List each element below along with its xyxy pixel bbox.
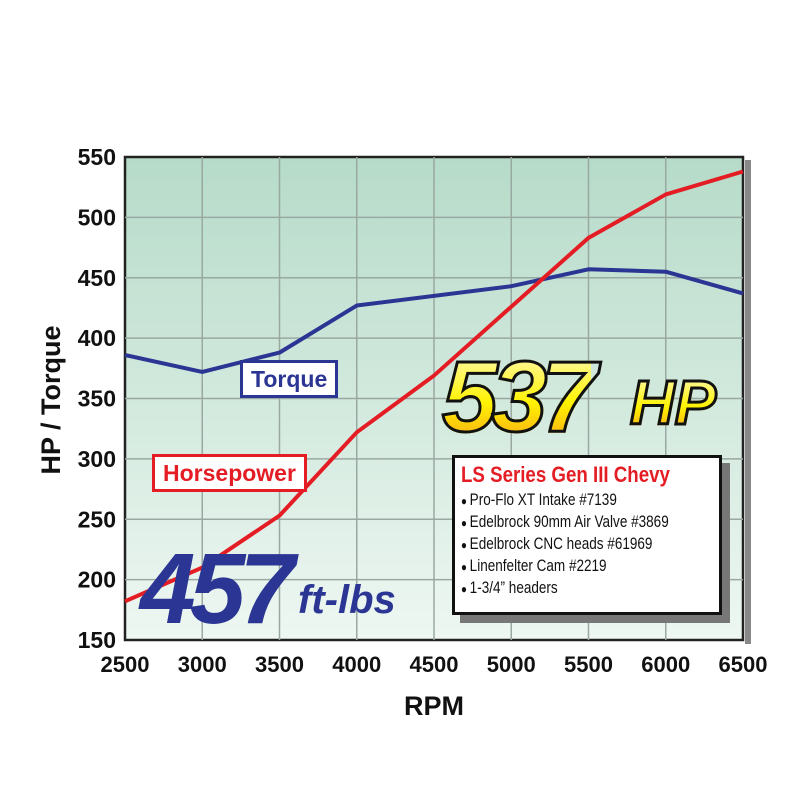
info-title: LS Series Gen III Chevy [461, 462, 670, 487]
x-tick-label: 5500 [564, 652, 613, 677]
y-tick-label: 300 [78, 446, 116, 472]
y-tick-label: 150 [78, 627, 116, 653]
peak-torque-unit: ft-lbs [298, 578, 396, 622]
plot-shadow [745, 160, 751, 644]
x-tick-label: 5000 [487, 652, 536, 677]
peak-torque-value: 457 [140, 533, 295, 645]
x-tick-label: 4500 [410, 652, 459, 677]
y-tick-label: 250 [78, 506, 116, 532]
peak-hp-value: 537 [441, 340, 599, 455]
horsepower-line [124, 169, 744, 604]
y-tick-label: 200 [78, 567, 116, 593]
y-tick-label: 450 [78, 265, 116, 291]
info-item: Pro-Flo XT Intake #7139 [461, 490, 668, 512]
torque-line [124, 267, 744, 374]
x-tick-label: 3500 [255, 652, 304, 677]
engine-info-box: LS Series Gen III Chevy Pro-Flo XT Intak… [452, 455, 722, 615]
info-item: Linenfelter Cam #2219 [461, 556, 668, 578]
y-tick-label: 400 [78, 325, 116, 351]
y-axis-label: HP / Torque [36, 325, 66, 474]
x-tick-label: 4000 [332, 652, 381, 677]
y-tick-label: 500 [78, 204, 116, 230]
info-item: Edelbrock 90mm Air Valve #3869 [461, 512, 669, 534]
x-axis-label: RPM [404, 691, 464, 721]
y-tick-label: 550 [78, 144, 116, 170]
legend-horsepower: Horsepower [152, 454, 307, 492]
info-item: 1-3/4” headers [461, 578, 668, 600]
info-item: Edelbrock CNC heads #61969 [461, 534, 668, 556]
x-tick-label: 3000 [178, 652, 227, 677]
y-tick-label: 350 [78, 386, 116, 412]
legend-torque: Torque [240, 360, 339, 398]
x-tick-label: 2500 [101, 652, 150, 677]
x-tick-label: 6500 [719, 652, 768, 677]
peak-hp-unit: HP [628, 368, 717, 440]
x-tick-label: 6000 [641, 652, 690, 677]
